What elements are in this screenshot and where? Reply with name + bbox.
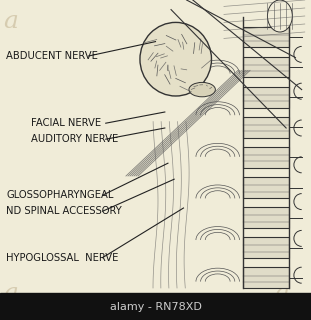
Text: FACIAL NERVE: FACIAL NERVE [31,118,101,128]
Text: a: a [3,10,18,33]
Text: HYPOGLOSSAL  NERVE: HYPOGLOSSAL NERVE [6,252,118,263]
Text: ABDUCENT NERVE: ABDUCENT NERVE [6,51,98,61]
Bar [243,27,289,47]
Text: a: a [274,282,289,305]
Bar [243,147,289,168]
Bar [243,117,289,138]
Bar [243,267,289,288]
Text: alamy - RN78XD: alamy - RN78XD [109,301,202,312]
Bar [243,57,289,77]
Circle shape [140,22,211,96]
Bar [243,207,289,228]
Text: GLOSSOPHARYNGEAL: GLOSSOPHARYNGEAL [6,190,114,200]
Ellipse shape [189,83,215,97]
Text: ND SPINAL ACCESSORY: ND SPINAL ACCESSORY [6,206,122,216]
Bar [0,293,311,320]
Text: a: a [3,282,18,305]
Text: AUDITORY NERVE: AUDITORY NERVE [31,134,118,144]
Bar [124,0,311,294]
Bar [243,177,289,198]
Bar [243,237,289,258]
Ellipse shape [267,0,292,32]
Bar [243,87,289,108]
